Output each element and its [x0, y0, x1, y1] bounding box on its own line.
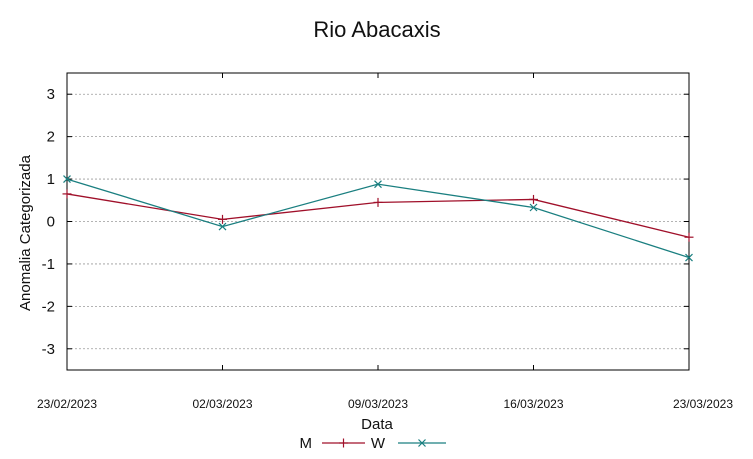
- x-tick-label: 09/03/2023: [348, 397, 408, 411]
- data-point-M: [218, 214, 227, 224]
- y-axis-label: Anomalia Categorizada: [17, 154, 34, 311]
- data-point-W: [63, 175, 71, 183]
- data-point-M: [62, 189, 72, 199]
- y-tick-label: 3: [47, 86, 55, 103]
- series-M: [62, 189, 694, 242]
- y-tick-label: 2: [47, 129, 55, 146]
- chart-title: Rio Abacaxis: [313, 17, 440, 42]
- data-point-W: [374, 180, 382, 189]
- y-tick-label: 0: [47, 214, 55, 231]
- y-tick-label: 1: [47, 171, 55, 188]
- y-axis-ticks: 3 2 1 0 -1 -2 -3: [42, 86, 689, 358]
- y-tick-label: -3: [42, 341, 55, 358]
- legend-marker-M: [339, 438, 348, 448]
- legend-label-M: M: [300, 435, 313, 452]
- series-line-W: [66, 178, 690, 259]
- data-point-W: [685, 253, 693, 262]
- data-point-W: [529, 203, 538, 212]
- gridlines: [67, 93, 689, 350]
- x-axis-label: Data: [361, 416, 393, 433]
- data-point-W: [218, 222, 227, 231]
- series-layer: [62, 175, 694, 262]
- legend-label-W: W: [371, 435, 386, 452]
- y-tick-label: -2: [42, 298, 55, 315]
- x-axis-ticks: 23/02/2023 02/03/2023 09/03/2023 16/03/2023…: [37, 73, 733, 411]
- x-tick-label: 16/03/2023: [503, 397, 563, 411]
- legend-marker-W: [418, 439, 426, 447]
- x-tick-label: 23/02/2023: [37, 397, 97, 411]
- data-point-M: [684, 232, 694, 242]
- y-tick-label: -1: [42, 256, 55, 273]
- x-tick-label: 23/03/2023: [673, 397, 733, 411]
- data-point-M: [529, 194, 538, 204]
- series-W: [63, 175, 693, 262]
- x-tick-label: 02/03/2023: [192, 397, 252, 411]
- data-point-M: [373, 197, 383, 207]
